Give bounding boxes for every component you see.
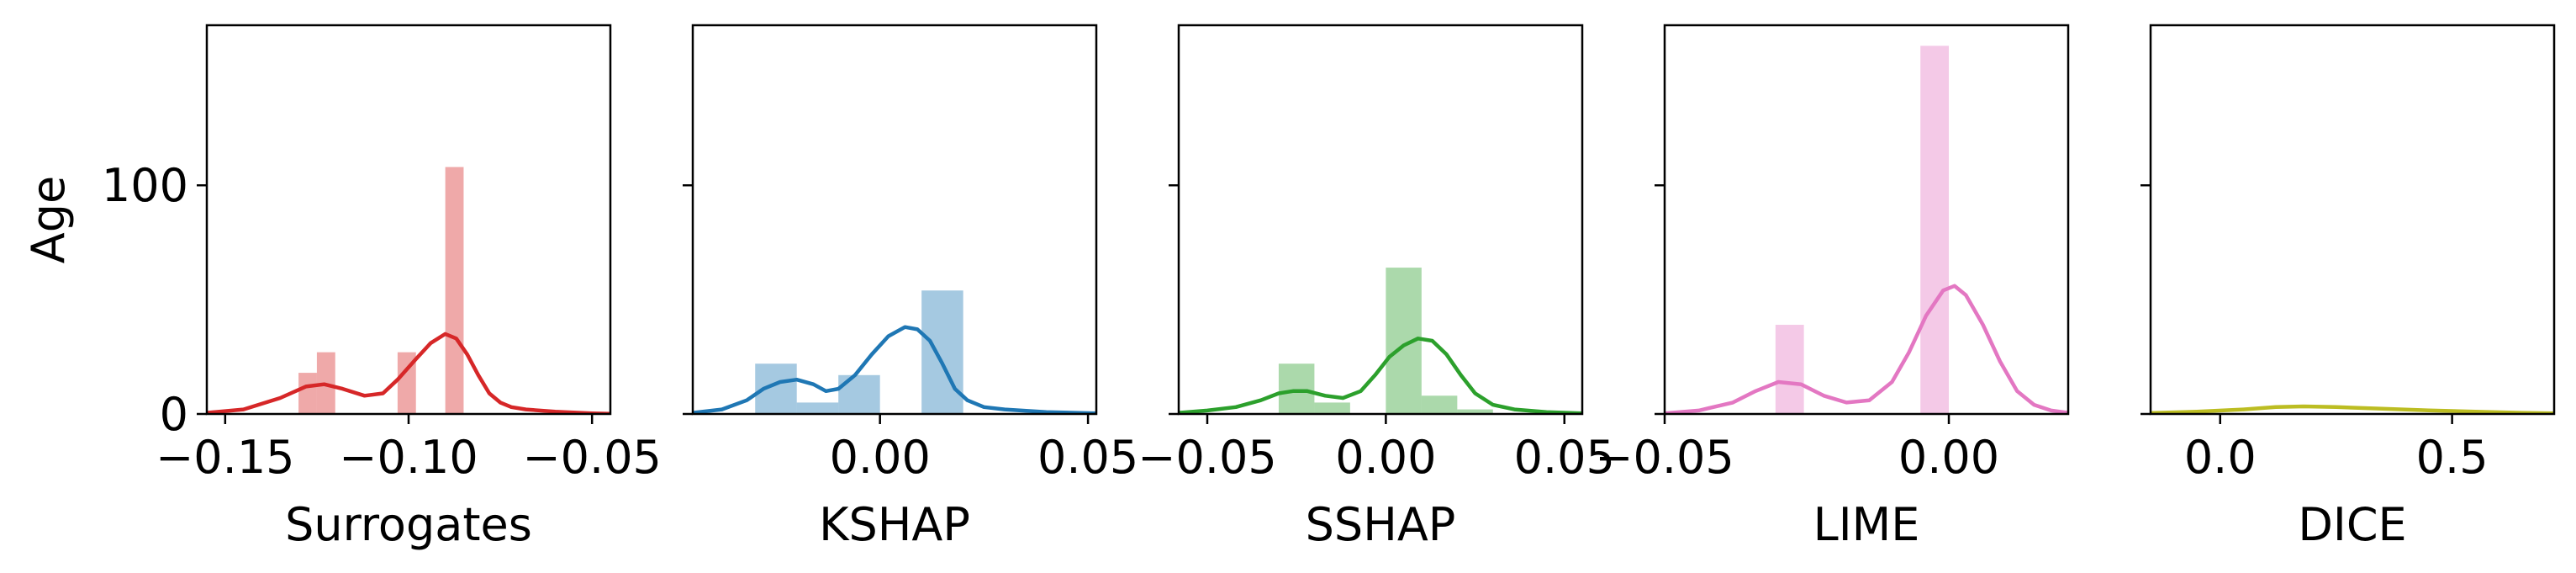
histogram-bar	[298, 373, 317, 414]
y-axis-label: Age	[22, 176, 75, 263]
histogram-bar	[1457, 409, 1493, 414]
kde-line	[693, 325, 1096, 414]
histogram-bar	[838, 374, 880, 414]
plot-area	[693, 290, 1096, 414]
plot-area	[1665, 45, 2068, 414]
x-tick-label: −0.05	[1138, 431, 1276, 484]
x-tick-label: −0.15	[156, 431, 294, 484]
kde-line	[2151, 404, 2554, 414]
panel-lime: −0.05 0.00 LIME	[1595, 24, 2070, 551]
y-tick-label: 0	[160, 388, 188, 441]
histogram-bar	[1775, 325, 1804, 414]
plot-area	[207, 167, 610, 414]
kde-line	[1665, 284, 2068, 414]
x-axis-label: KSHAP	[819, 498, 970, 551]
x-tick-label: 0.05	[1514, 431, 1615, 484]
x-tick-label: 0.00	[1335, 431, 1436, 484]
histogram-bar	[796, 402, 839, 414]
x-axis-label: SSHAP	[1306, 498, 1456, 551]
histogram-bar	[445, 167, 464, 414]
x-axis-label: Surrogates	[285, 498, 532, 551]
plot-area	[1179, 268, 1582, 414]
axes-frame	[1177, 24, 1584, 416]
histogram-bar	[921, 290, 963, 414]
panel-sshap: −0.05 0.00 0.05 SSHAP	[1138, 24, 1615, 551]
x-tick-label: 0.00	[830, 431, 931, 484]
x-tick-label: 0.5	[2416, 431, 2489, 484]
panel-surrogates: −0.15 −0.10 −0.05 0 100 Surrogates Age	[22, 24, 662, 551]
kde-line	[1179, 337, 1582, 414]
x-tick-label: 0.00	[1898, 431, 1999, 484]
x-axis-label: LIME	[1813, 498, 1920, 551]
plot-area	[2151, 404, 2554, 414]
histogram-bar	[1314, 402, 1350, 414]
histogram-bar	[1421, 395, 1458, 414]
x-tick-label: −0.05	[522, 431, 661, 484]
x-tick-label: −0.05	[1595, 431, 1734, 484]
panel-kshap: 0.00 0.05 KSHAP	[683, 24, 1138, 551]
kde-line	[207, 332, 610, 414]
histogram-bar	[397, 352, 416, 414]
x-tick-label: 0.0	[2184, 431, 2257, 484]
x-axis-label: DICE	[2298, 498, 2406, 551]
histogram-bar	[1278, 363, 1315, 414]
x-tick-label: 0.05	[1037, 431, 1138, 484]
axes-frame	[691, 24, 1098, 416]
axes-frame	[1663, 24, 2070, 416]
x-tick-label: −0.10	[339, 431, 478, 484]
y-tick-label: 100	[102, 159, 188, 212]
histogram-bar	[1920, 45, 1950, 414]
axes-frame	[2149, 24, 2556, 416]
